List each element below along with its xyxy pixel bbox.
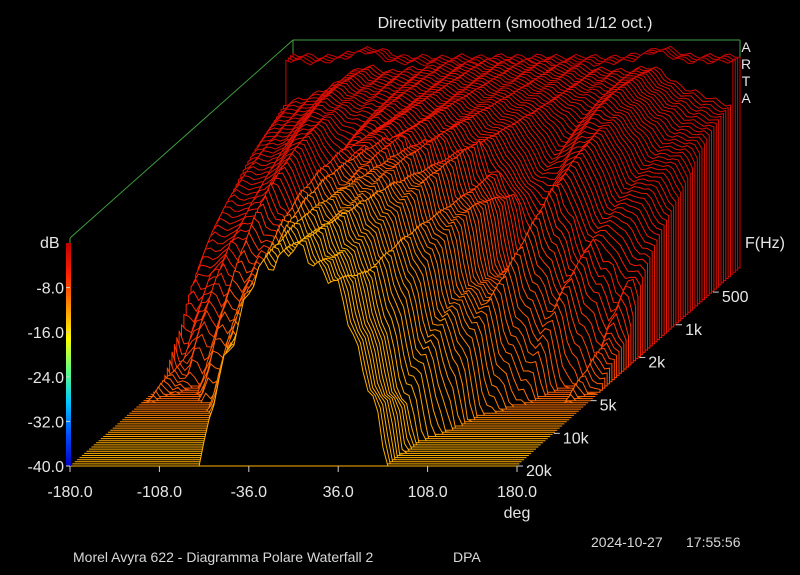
x-tick-label: 36.0 [323, 484, 354, 501]
brand-letters: A R T A [741, 39, 751, 106]
x-tick-label: 180.0 [497, 484, 537, 501]
footer-mode: DPA [453, 549, 481, 565]
y-axis-label: dB [40, 235, 60, 252]
y-tick-label: -24.0 [28, 370, 65, 387]
x-tick-label: -180.0 [47, 484, 92, 501]
x-tick-label: -36.0 [231, 484, 268, 501]
brand-letter: T [742, 73, 751, 89]
frequency-tick-label: 10k [563, 430, 590, 447]
footer-description: Morel Avyra 622 - Diagramma Polare Water… [73, 549, 374, 565]
frame-side-diagonal-edge [69, 39, 294, 239]
brand-letter: R [741, 56, 751, 72]
y-axis-ticks: -8.0 -16.0 -24.0 -32.0 -40.0 [28, 281, 70, 476]
footer-time: 17:55:56 [686, 534, 741, 550]
waterfall-slice [70, 242, 517, 467]
waterfall-surface [70, 45, 741, 467]
footer-date: 2024-10-27 [591, 534, 663, 550]
color-scale-bar [66, 243, 71, 466]
y-tick-label: -8.0 [36, 281, 64, 298]
x-axis-label: deg [504, 505, 531, 522]
chart-title: Directivity pattern (smoothed 1/12 oct.) [378, 15, 653, 32]
frequency-tick-label: 20k [526, 463, 553, 480]
y-tick-label: -16.0 [28, 325, 65, 342]
x-tick-label: 108.0 [408, 484, 448, 501]
y-tick-label: -40.0 [28, 459, 65, 476]
frequency-tick-label: 2k [648, 354, 666, 371]
brand-letter: A [741, 39, 751, 55]
frequency-tick-label: 1k [685, 322, 703, 339]
y-tick-label: -32.0 [28, 414, 65, 431]
frequency-tick-label: 500 [722, 289, 749, 306]
x-tick-label: -108.0 [137, 484, 182, 501]
depth-axis-label: F(Hz) [745, 235, 785, 252]
frequency-tick-label: 5k [600, 398, 618, 415]
brand-letter: A [741, 90, 751, 106]
x-axis-ticks: -180.0 -108.0 -36.0 36.0 108.0 180.0 [47, 466, 537, 501]
frequency-axis-ticks: 500 1k 2k 5k 10k 20k [517, 289, 749, 480]
